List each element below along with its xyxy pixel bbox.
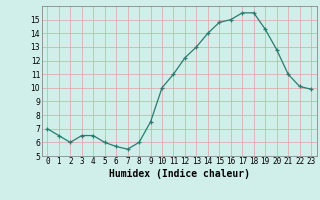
X-axis label: Humidex (Indice chaleur): Humidex (Indice chaleur) <box>109 169 250 179</box>
